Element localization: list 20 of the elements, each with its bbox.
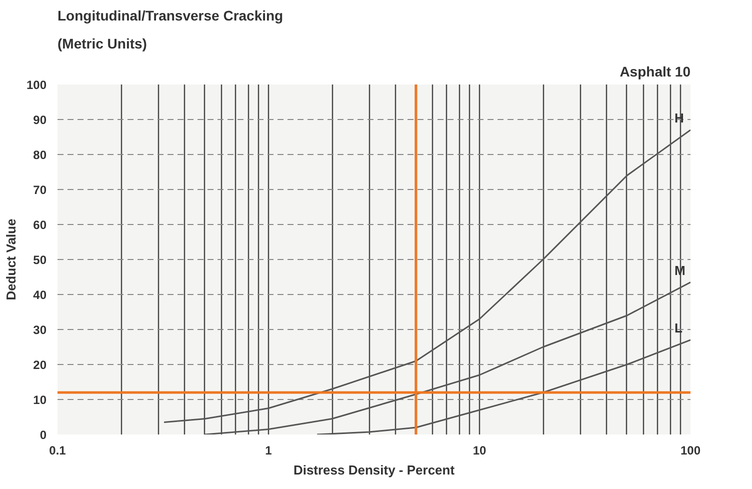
x-tick-label: 10 (472, 444, 486, 458)
y-tick-label: 10 (33, 393, 47, 407)
y-tick-label: 90 (33, 113, 47, 127)
y-tick-label: 70 (33, 183, 47, 197)
y-tick-label: 50 (33, 253, 47, 267)
y-tick-label: 20 (33, 358, 47, 372)
chart-subtitle: (Metric Units) (58, 36, 147, 52)
y-tick-label: 100 (26, 78, 47, 92)
y-tick-label: 0 (40, 428, 47, 442)
y-tick-label: 30 (33, 323, 47, 337)
y-tick-label: 60 (33, 218, 47, 232)
chart-title: Longitudinal/Transverse Cracking (58, 8, 284, 24)
x-tick-label: 1 (265, 444, 272, 458)
x-tick-label: 100 (680, 444, 701, 458)
y-tick-label: 40 (33, 288, 47, 302)
y-axis-title: Deduct Value (3, 218, 18, 300)
x-axis-title: Distress Density - Percent (293, 462, 456, 478)
text: Asphalt 10 (620, 64, 691, 80)
x-tick-label: 0.1 (49, 444, 66, 458)
y-tick-label: 80 (33, 148, 47, 162)
